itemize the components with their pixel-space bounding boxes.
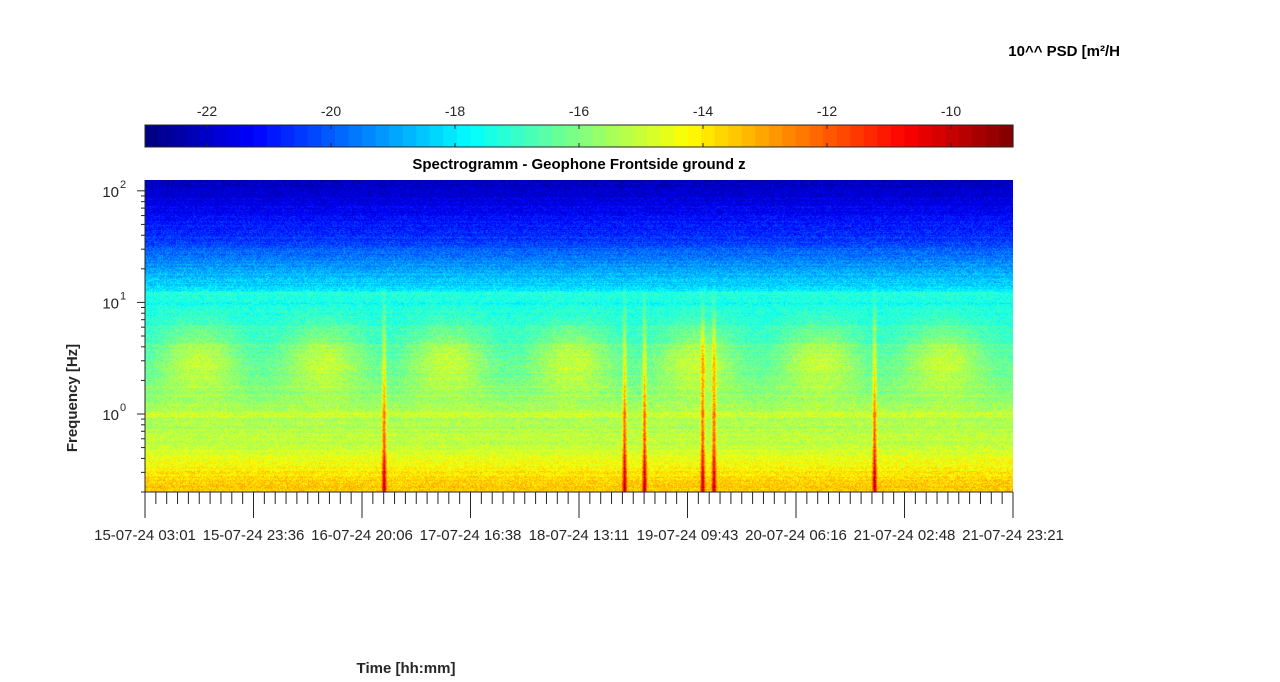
colorbar-level	[538, 125, 553, 147]
x-tick-label: 18-07-24 13:11	[529, 527, 630, 544]
colorbar-level	[728, 125, 743, 147]
colorbar-level	[334, 125, 350, 147]
colorbar-level	[809, 125, 824, 147]
colorbar-level	[212, 125, 227, 147]
colorbar-strip	[145, 125, 1014, 147]
colorbar-level	[294, 125, 309, 147]
colorbar-level	[416, 125, 431, 147]
colorbar-level	[484, 125, 499, 147]
colorbar-level	[768, 125, 784, 147]
colorbar-level	[687, 125, 702, 147]
colorbar-level	[158, 125, 173, 147]
colorbar-level	[863, 125, 878, 147]
colorbar-level	[931, 125, 946, 147]
colorbar-level	[999, 125, 1014, 147]
colorbar-level	[524, 125, 539, 147]
colorbar-level	[511, 125, 526, 147]
spectrogram-image-holder	[145, 180, 1013, 492]
y-tick-exponent: 0	[120, 402, 126, 414]
colorbar-level	[701, 125, 716, 147]
colorbar-level	[253, 125, 268, 147]
colorbar-level	[226, 125, 241, 147]
colorbar-tick-label: -22	[197, 103, 217, 119]
x-tick-label: 21-07-24 02:48	[854, 527, 956, 544]
colorbar-level	[782, 125, 797, 147]
colorbar-level	[823, 125, 838, 147]
colorbar-level	[497, 125, 512, 147]
colorbar-level	[280, 125, 295, 147]
x-axis: 15-07-24 03:01 15-07-24 23:36 16-07-24 20:…	[94, 491, 1064, 544]
colorbar-level	[307, 125, 322, 147]
x-tick-label: 19-07-24 09:43	[637, 527, 739, 544]
colorbar-level	[389, 125, 404, 147]
colorbar-level	[945, 125, 960, 147]
colorbar-level	[267, 125, 282, 147]
colorbar-level	[619, 125, 634, 147]
colorbar-level	[985, 125, 1001, 147]
colorbar-level	[579, 125, 594, 147]
colorbar-tick-label: -10	[941, 103, 961, 119]
x-tick-label: 21-07-24 23:21	[962, 527, 1064, 544]
colorbar-level	[660, 125, 675, 147]
colorbar-level	[714, 125, 729, 147]
colorbar-level	[646, 125, 661, 147]
x-tick-label: 16-07-24 20:06	[311, 527, 413, 544]
y-tick-label: 10	[102, 295, 119, 312]
y-tick-exponent: 2	[120, 179, 126, 191]
colorbar-level	[362, 125, 377, 147]
x-tick-label: 15-07-24 23:36	[203, 527, 305, 544]
colorbar-level	[633, 125, 648, 147]
colorbar: -22 -20 -18 -16 -14 -12 -10	[144, 103, 1014, 148]
colorbar-tick-label: -14	[693, 103, 713, 119]
colorbar-level	[429, 125, 444, 147]
colorbar-level	[877, 125, 892, 147]
colorbar-level	[836, 125, 851, 147]
colorbar-level	[741, 125, 756, 147]
colorbar-level	[918, 125, 933, 147]
colorbar-title: 10^^ PSD [m²/H	[1008, 43, 1120, 60]
colorbar-level	[606, 125, 621, 147]
colorbar-tick-label: -16	[569, 103, 589, 119]
colorbar-level	[850, 125, 865, 147]
colorbar-level	[565, 125, 580, 147]
y-tick-exponent: 1	[120, 290, 126, 302]
colorbar-level	[348, 125, 363, 147]
colorbar-level	[402, 125, 417, 147]
y-tick-label: 10	[102, 184, 119, 201]
colorbar-level	[972, 125, 987, 147]
colorbar-level	[239, 125, 255, 147]
x-tick-label: 20-07-24 06:16	[745, 527, 847, 544]
x-axis-label: Time [hh:mm]	[357, 660, 456, 677]
x-tick-label: 17-07-24 16:38	[420, 527, 522, 544]
x-tick-label: 15-07-24 03:01	[94, 527, 196, 544]
colorbar-level	[755, 125, 770, 147]
colorbar-ticks: -22 -20 -18 -16 -14 -12 -10	[197, 103, 961, 147]
colorbar-level	[890, 125, 906, 147]
colorbar-level	[904, 125, 919, 147]
y-axis-label: Frequency [Hz]	[64, 344, 81, 452]
colorbar-level	[375, 125, 390, 147]
colorbar-level	[321, 125, 336, 147]
plot-title: Spectrogramm - Geophone Frontside ground…	[412, 156, 745, 173]
colorbar-tick-label: -12	[817, 103, 837, 119]
colorbar-level	[443, 125, 458, 147]
colorbar-level	[673, 125, 689, 147]
colorbar-level	[172, 125, 187, 147]
spectrogram-heatmap	[145, 180, 1013, 492]
y-tick-label: 10	[102, 407, 119, 424]
colorbar-level	[456, 125, 472, 147]
colorbar-level	[199, 125, 214, 147]
colorbar-level	[185, 125, 200, 147]
colorbar-tick-label: -18	[445, 103, 465, 119]
colorbar-level	[470, 125, 485, 147]
colorbar-level	[958, 125, 973, 147]
colorbar-level	[551, 125, 567, 147]
colorbar-tick-label: -20	[321, 103, 341, 119]
colorbar-level	[592, 125, 607, 147]
colorbar-level	[145, 125, 160, 147]
colorbar-level	[796, 125, 811, 147]
